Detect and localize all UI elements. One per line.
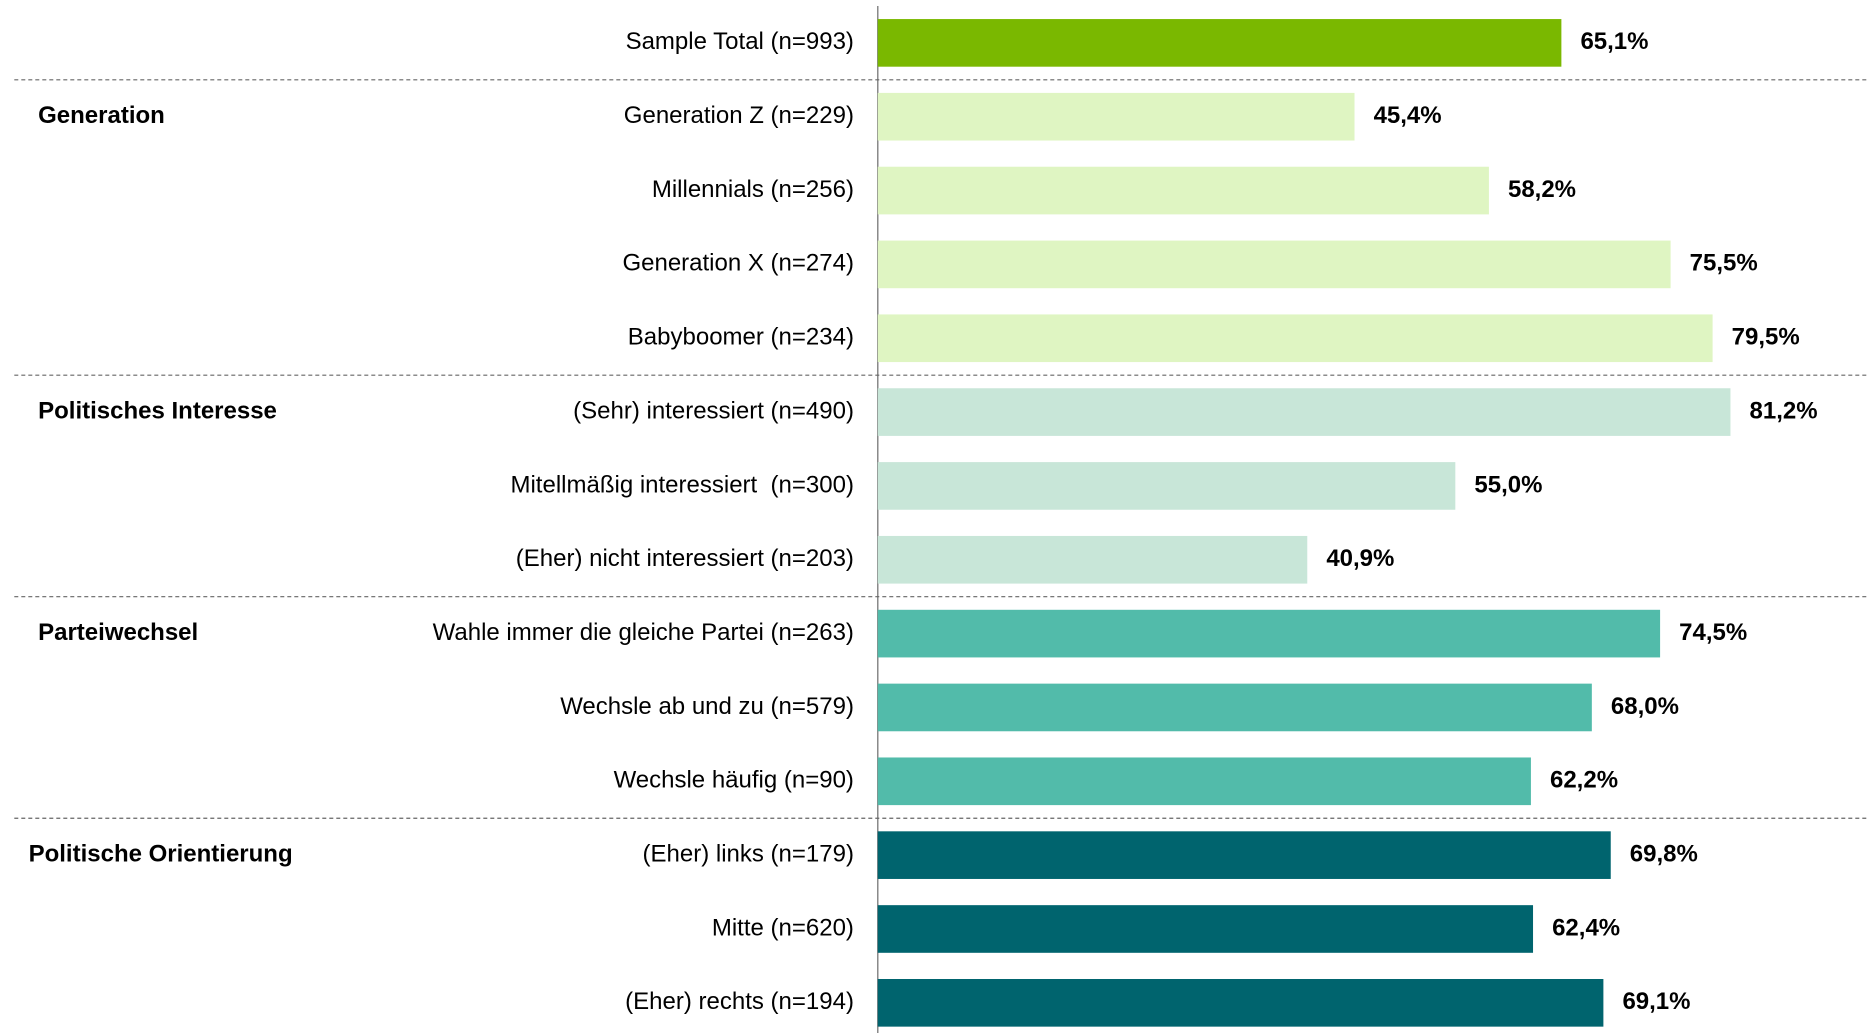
category-label: Mitellmäßig interessiert (n=300) bbox=[510, 471, 853, 498]
bar bbox=[877, 905, 1534, 953]
group-label: Politisches Interesse bbox=[38, 397, 277, 424]
category-label: Generation X (n=274) bbox=[622, 250, 853, 277]
value-label: 79,5% bbox=[1732, 324, 1800, 351]
bar bbox=[877, 535, 1308, 584]
value-label: 68,0% bbox=[1611, 693, 1679, 720]
category-label: (Eher) rechts (n=194) bbox=[625, 988, 854, 1015]
category-label: Wahle immer die gleiche Partei (n=263) bbox=[433, 619, 854, 646]
value-label: 65,1% bbox=[1580, 28, 1648, 55]
category-label: (Eher) links (n=179) bbox=[643, 840, 854, 867]
bar bbox=[877, 388, 1731, 436]
group-label: Parteiwechsel bbox=[38, 619, 198, 646]
category-label: Sample Total (n=993) bbox=[626, 28, 854, 55]
value-label: 40,9% bbox=[1326, 545, 1394, 572]
value-label: 81,2% bbox=[1750, 397, 1818, 424]
category-label: (Sehr) interessiert (n=490) bbox=[573, 397, 854, 424]
value-label: 58,2% bbox=[1508, 176, 1576, 203]
value-label: 69,1% bbox=[1622, 988, 1690, 1015]
category-label: Wechsle häufig (n=90) bbox=[614, 767, 854, 794]
value-label: 75,5% bbox=[1690, 250, 1758, 277]
category-label: Generation Z (n=229) bbox=[624, 102, 854, 129]
category-label: Babyboomer (n=234) bbox=[628, 324, 854, 351]
bar bbox=[877, 240, 1671, 289]
bar bbox=[877, 314, 1713, 363]
group-label: Politische Orientierung bbox=[29, 840, 293, 867]
category-label: Wechsle ab und zu (n=579) bbox=[560, 693, 854, 720]
value-label: 62,2% bbox=[1550, 767, 1618, 794]
value-label: 62,4% bbox=[1552, 914, 1620, 941]
bar bbox=[877, 462, 1456, 510]
bar bbox=[877, 831, 1611, 879]
category-label: (Eher) nicht interessiert (n=203) bbox=[516, 545, 854, 572]
bar bbox=[877, 757, 1531, 806]
bar bbox=[877, 19, 1562, 67]
value-label: 69,8% bbox=[1630, 840, 1698, 867]
group-label: Generation bbox=[38, 102, 165, 129]
bar bbox=[877, 92, 1355, 141]
bar bbox=[877, 609, 1661, 658]
category-label: Mitte (n=620) bbox=[712, 914, 854, 941]
bar bbox=[877, 979, 1604, 1027]
value-label: 55,0% bbox=[1474, 471, 1542, 498]
value-label: 74,5% bbox=[1679, 619, 1747, 646]
value-label: 45,4% bbox=[1374, 102, 1442, 129]
bar bbox=[877, 166, 1489, 215]
category-label: Millennials (n=256) bbox=[652, 176, 854, 203]
bar bbox=[877, 683, 1592, 732]
